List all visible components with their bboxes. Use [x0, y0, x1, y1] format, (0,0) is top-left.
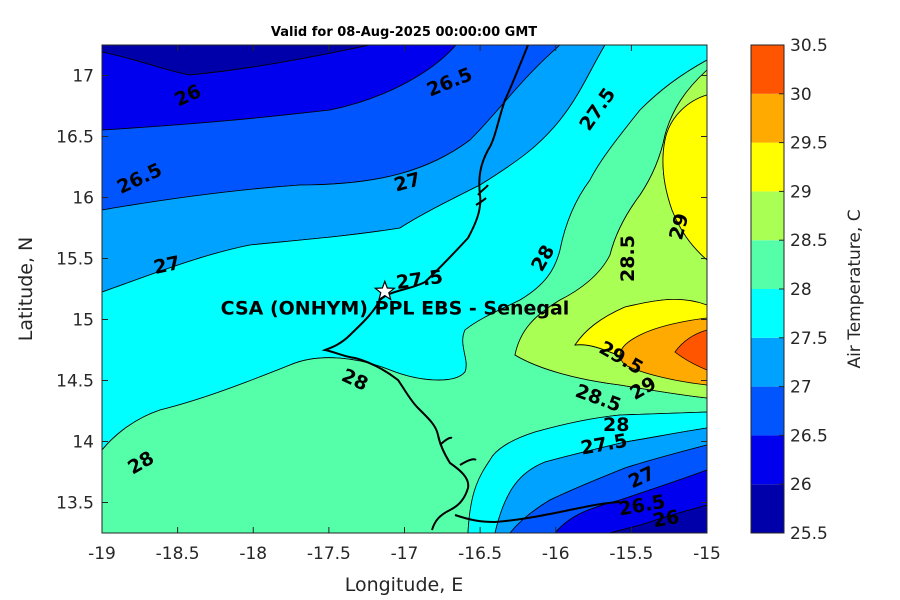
colorbar-tick-label: 30: [790, 85, 812, 105]
x-tick-label: -18: [239, 544, 267, 564]
y-axis-label: Latitude, N: [15, 237, 37, 342]
x-tick-label: -17.5: [307, 544, 351, 564]
colorbar-swatch: [751, 45, 784, 94]
y-axis: 13.5 14 14.5 15 15.5 16 16.5 17: [56, 67, 707, 514]
y-tick-label: 15.5: [56, 250, 94, 270]
colorbar-swatch: [751, 142, 784, 192]
colorbar-swatch: [751, 93, 784, 143]
colorbar-tick-label: 29.5: [790, 134, 828, 154]
colorbar-tick-label: 27: [790, 378, 812, 398]
x-tick-label: -16: [542, 544, 570, 564]
contour-label: 28: [603, 414, 629, 436]
site-marker-group: CSA (ONHYM) PPL EBS - Senegal: [221, 279, 570, 319]
x-tick-label: -18.5: [156, 544, 200, 564]
colorbar-swatch: [751, 240, 784, 289]
x-tick-label: -19: [88, 544, 116, 564]
y-tick-label: 16.5: [56, 128, 94, 148]
y-tick-label: 14.5: [56, 372, 94, 392]
y-tick-label: 16: [72, 189, 94, 209]
x-tick-label: -16.5: [458, 544, 502, 564]
colorbar-swatch: [751, 484, 784, 533]
site-label: CSA (ONHYM) PPL EBS - Senegal: [221, 297, 570, 319]
x-tick-label: -15: [693, 544, 721, 564]
colorbar-tick-label: 30.5: [790, 36, 828, 56]
colorbar: 25.5 26 26.5 27 27.5 28 28.5 29 29.5 30 30.5: [750, 36, 828, 544]
site-star-icon: [373, 279, 396, 301]
y-tick-label: 13.5: [56, 494, 94, 514]
contour-label: 26: [651, 506, 681, 532]
coastline: [321, 45, 529, 531]
chart-title: Valid for 08-Aug-2025 00:00:00 GMT: [271, 25, 537, 40]
x-tick-label: -17: [391, 544, 419, 564]
colorbar-tick-label: 29: [790, 182, 812, 202]
contour-label: 28.5: [617, 235, 639, 282]
band-30-30.5: [674, 329, 707, 371]
contour-label: 27: [152, 252, 182, 279]
colorbar-swatch: [751, 386, 784, 436]
colorbar-swatch: [751, 191, 784, 241]
x-axis: -19 -18.5 -18 -17.5 -17 -16.5 -16 -15.5 -15: [88, 45, 721, 564]
colorbar-tick-label: 26: [790, 475, 812, 495]
colorbar-tick-label: 26.5: [790, 426, 828, 446]
colorbar-label: Air Temperature, C: [845, 209, 865, 368]
colorbar-swatch: [751, 435, 784, 485]
colorbar-swatch: [751, 289, 784, 338]
y-tick-label: 17: [72, 67, 94, 87]
y-tick-label: 14: [72, 433, 94, 453]
gambia-river: [454, 501, 621, 524]
colorbar-tick-label: 25.5: [790, 524, 828, 544]
river-tributary: [439, 184, 489, 466]
band-south-25.5-26: [609, 504, 707, 533]
y-tick-label: 15: [72, 311, 94, 331]
band-29.5-30: [619, 317, 707, 386]
x-tick-label: -15.5: [609, 544, 653, 564]
colorbar-tick-label: 28.5: [790, 231, 828, 251]
colorbar-swatch: [751, 337, 784, 387]
colorbar-tick-label: 28: [790, 280, 812, 300]
x-axis-label: Longitude, E: [345, 574, 464, 596]
colorbar-tick-label: 27.5: [790, 329, 828, 349]
